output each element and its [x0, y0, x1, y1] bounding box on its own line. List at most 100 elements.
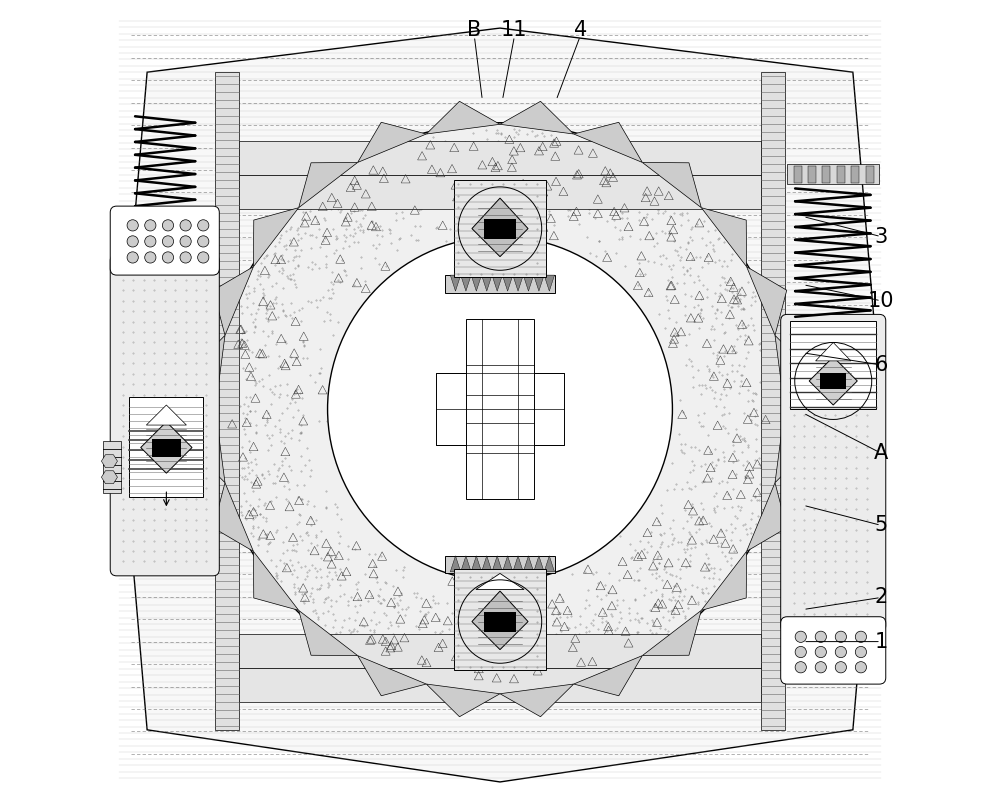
Bar	[239, 634, 761, 668]
Bar	[790, 321, 876, 409]
Bar	[484, 219, 516, 239]
Circle shape	[162, 236, 174, 247]
Polygon shape	[213, 266, 253, 335]
Circle shape	[145, 220, 156, 231]
Polygon shape	[213, 483, 253, 552]
Polygon shape	[482, 275, 492, 291]
Circle shape	[127, 252, 138, 263]
Bar	[822, 166, 830, 183]
Polygon shape	[471, 556, 482, 572]
Circle shape	[214, 123, 786, 695]
Text: 10: 10	[868, 291, 894, 310]
Polygon shape	[101, 455, 117, 468]
Bar	[454, 569, 546, 670]
Circle shape	[795, 662, 806, 673]
Bar	[866, 166, 874, 183]
Bar	[103, 441, 121, 493]
Circle shape	[815, 646, 826, 658]
Polygon shape	[146, 405, 186, 425]
FancyBboxPatch shape	[110, 206, 219, 275]
Text: 1: 1	[874, 632, 888, 651]
Polygon shape	[461, 275, 471, 291]
Polygon shape	[471, 275, 482, 291]
Circle shape	[162, 220, 174, 231]
Text: 11: 11	[501, 21, 528, 40]
Bar	[239, 175, 761, 209]
Circle shape	[855, 646, 867, 658]
Bar	[436, 373, 564, 445]
Circle shape	[198, 220, 209, 231]
Polygon shape	[574, 655, 642, 696]
Bar	[239, 668, 761, 702]
Bar	[787, 164, 879, 184]
Polygon shape	[482, 556, 492, 572]
Polygon shape	[472, 198, 528, 257]
Polygon shape	[299, 610, 358, 655]
Bar	[445, 275, 555, 293]
Polygon shape	[119, 28, 881, 782]
Circle shape	[145, 252, 156, 263]
Polygon shape	[775, 409, 808, 483]
Bar	[239, 141, 761, 175]
Polygon shape	[523, 275, 534, 291]
FancyBboxPatch shape	[781, 314, 886, 632]
Circle shape	[815, 631, 826, 642]
Circle shape	[145, 236, 156, 247]
Circle shape	[328, 237, 672, 581]
Circle shape	[835, 662, 846, 673]
Circle shape	[795, 631, 806, 642]
Text: A: A	[874, 444, 888, 463]
Polygon shape	[500, 684, 574, 717]
Text: B: B	[467, 21, 481, 40]
Bar	[851, 166, 859, 183]
Polygon shape	[809, 357, 857, 405]
Polygon shape	[775, 335, 808, 409]
Polygon shape	[747, 483, 787, 552]
Polygon shape	[253, 552, 299, 610]
Polygon shape	[701, 552, 747, 610]
Circle shape	[855, 662, 867, 673]
Circle shape	[162, 252, 174, 263]
Polygon shape	[492, 275, 502, 291]
Polygon shape	[642, 610, 701, 655]
Bar	[454, 180, 546, 277]
Bar	[129, 397, 203, 497]
Circle shape	[127, 220, 138, 231]
Polygon shape	[502, 556, 513, 572]
Polygon shape	[513, 556, 523, 572]
Circle shape	[835, 631, 846, 642]
Polygon shape	[426, 101, 500, 134]
Bar	[761, 72, 785, 730]
Polygon shape	[358, 122, 426, 163]
FancyBboxPatch shape	[781, 617, 886, 684]
Polygon shape	[534, 275, 544, 291]
Polygon shape	[450, 556, 461, 572]
Polygon shape	[544, 275, 555, 291]
Circle shape	[855, 631, 867, 642]
Polygon shape	[492, 556, 502, 572]
Bar	[808, 166, 816, 183]
Bar	[152, 439, 181, 457]
Polygon shape	[816, 342, 851, 361]
Bar	[484, 612, 516, 632]
Polygon shape	[476, 573, 524, 589]
Circle shape	[795, 646, 806, 658]
Polygon shape	[450, 275, 461, 291]
Bar	[837, 166, 845, 183]
Bar	[215, 72, 239, 730]
Polygon shape	[534, 556, 544, 572]
Polygon shape	[472, 591, 528, 650]
Polygon shape	[426, 684, 500, 717]
Polygon shape	[253, 208, 299, 266]
Polygon shape	[141, 422, 192, 473]
Text: 3: 3	[874, 227, 888, 246]
Circle shape	[815, 662, 826, 673]
Text: 2: 2	[874, 588, 888, 607]
Circle shape	[180, 252, 191, 263]
Polygon shape	[299, 163, 358, 208]
Bar	[445, 556, 555, 573]
Bar	[794, 166, 802, 183]
Polygon shape	[701, 208, 747, 266]
Circle shape	[198, 252, 209, 263]
Polygon shape	[461, 556, 471, 572]
